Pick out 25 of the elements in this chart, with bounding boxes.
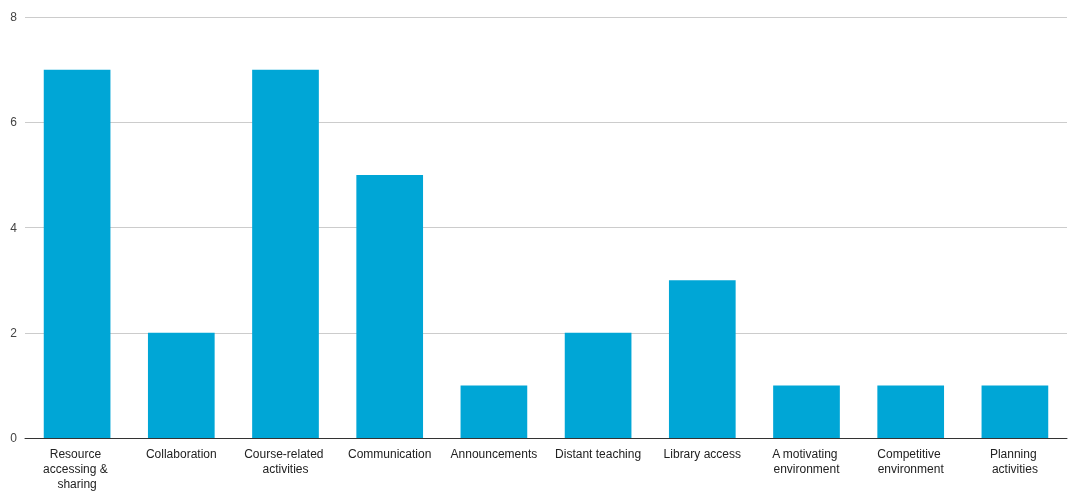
bar xyxy=(356,174,424,438)
x-tick-label: Communication xyxy=(348,446,432,461)
x-tick-label: Collaboration xyxy=(145,446,217,461)
y-tick-label: 6 xyxy=(10,115,18,130)
x-tick-label: Announcements xyxy=(450,446,538,461)
bar xyxy=(147,332,215,438)
y-tick-label: 4 xyxy=(10,220,18,235)
bar xyxy=(773,385,840,438)
x-tick-label: Competitive environment xyxy=(877,446,945,476)
bar xyxy=(564,332,632,438)
y-tick-label: 0 xyxy=(10,431,18,445)
bar xyxy=(877,385,945,438)
x-tick-label: A motivating environment xyxy=(772,446,841,476)
x-tick-label: Planning activities xyxy=(989,446,1040,476)
y-tick-label: 2 xyxy=(10,325,18,340)
x-tick-label: Resource accessing & sharing xyxy=(43,446,112,491)
x-tick-label: Course-related activities xyxy=(244,446,327,476)
y-tick-label: 8 xyxy=(10,10,18,24)
bar xyxy=(981,385,1049,438)
x-tick-label: Library access xyxy=(663,446,741,461)
bar xyxy=(460,385,528,438)
bar xyxy=(43,69,111,438)
x-tick-label: Distant teaching xyxy=(555,446,642,461)
bar xyxy=(668,280,736,438)
bar xyxy=(252,69,319,438)
